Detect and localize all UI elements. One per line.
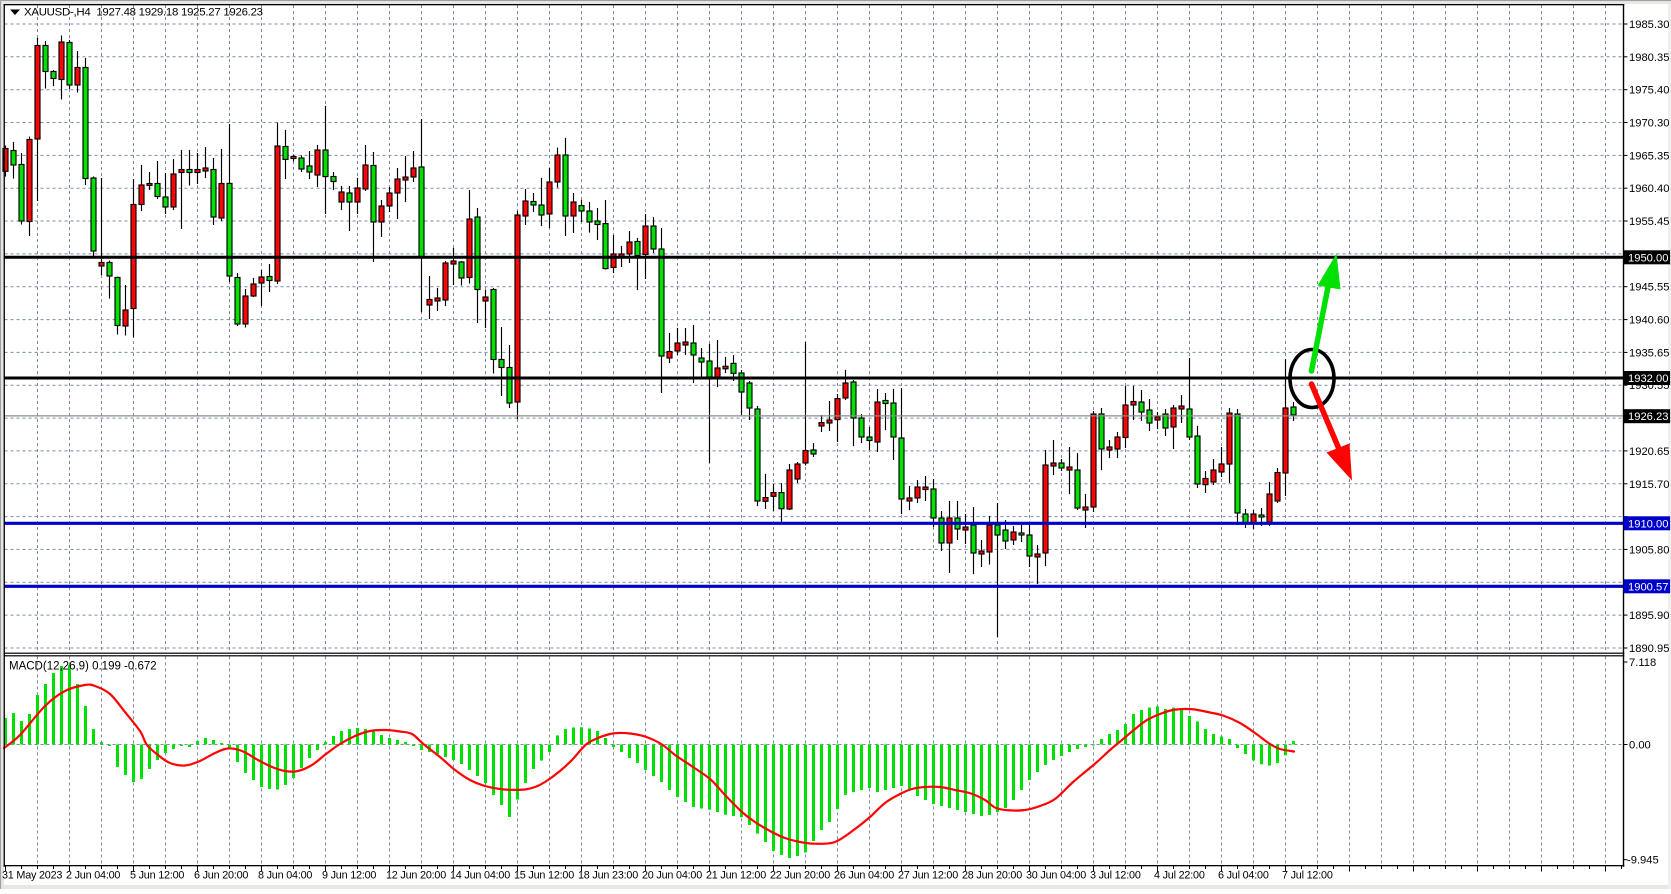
- svg-text:3 Jul 12:00: 3 Jul 12:00: [1090, 870, 1141, 882]
- svg-text:0.00: 0.00: [1629, 740, 1651, 752]
- svg-text:27 Jun 12:00: 27 Jun 12:00: [898, 870, 958, 882]
- svg-text:1960.40: 1960.40: [1629, 183, 1669, 195]
- svg-text:1980.35: 1980.35: [1629, 52, 1669, 64]
- svg-text:2 Jun 04:00: 2 Jun 04:00: [66, 870, 120, 882]
- svg-text:18 Jun 23:00: 18 Jun 23:00: [578, 870, 638, 882]
- svg-text:1970.30: 1970.30: [1629, 118, 1669, 130]
- svg-text:1915.70: 1915.70: [1629, 479, 1669, 491]
- svg-text:MACD(12,26,9) 0.199 -0.672: MACD(12,26,9) 0.199 -0.672: [9, 661, 157, 673]
- svg-text:26 Jun 04:00: 26 Jun 04:00: [834, 870, 894, 882]
- svg-text:9 Jun 12:00: 9 Jun 12:00: [322, 870, 376, 882]
- svg-text:30 Jun 04:00: 30 Jun 04:00: [1026, 870, 1086, 882]
- svg-text:1945.55: 1945.55: [1629, 282, 1669, 294]
- svg-text:1890.95: 1890.95: [1629, 643, 1669, 655]
- svg-text:XAUUSD-,H4 1927.48 1929.18 19: XAUUSD-,H4 1927.48 1929.18 1925.27 1926.…: [24, 7, 263, 19]
- svg-text:1926.23: 1926.23: [1628, 411, 1668, 423]
- svg-text:12 Jun 20:00: 12 Jun 20:00: [386, 870, 446, 882]
- svg-text:4 Jul 22:00: 4 Jul 22:00: [1154, 870, 1205, 882]
- svg-text:1895.90: 1895.90: [1629, 610, 1669, 622]
- svg-text:6 Jul 04:00: 6 Jul 04:00: [1218, 870, 1269, 882]
- svg-text:1910.00: 1910.00: [1628, 518, 1668, 530]
- svg-text:15 Jun 12:00: 15 Jun 12:00: [514, 870, 574, 882]
- svg-text:7 Jul 12:00: 7 Jul 12:00: [1282, 870, 1333, 882]
- svg-text:1950.00: 1950.00: [1628, 252, 1668, 264]
- svg-text:21 Jun 12:00: 21 Jun 12:00: [706, 870, 766, 882]
- svg-text:31 May 2023: 31 May 2023: [2, 870, 62, 882]
- svg-text:1975.40: 1975.40: [1629, 85, 1669, 97]
- svg-text:5 Jun 12:00: 5 Jun 12:00: [130, 870, 184, 882]
- svg-text:1932.00: 1932.00: [1628, 373, 1668, 385]
- svg-text:1920.65: 1920.65: [1629, 446, 1669, 458]
- svg-text:1965.35: 1965.35: [1629, 150, 1669, 162]
- svg-text:-9.945: -9.945: [1627, 855, 1659, 867]
- svg-text:28 Jun 20:00: 28 Jun 20:00: [962, 870, 1022, 882]
- svg-text:20 Jun 04:00: 20 Jun 04:00: [642, 870, 702, 882]
- svg-text:8 Jun 04:00: 8 Jun 04:00: [258, 870, 312, 882]
- svg-text:1985.30: 1985.30: [1629, 19, 1669, 31]
- svg-text:14 Jun 04:00: 14 Jun 04:00: [450, 870, 510, 882]
- svg-text:1900.57: 1900.57: [1628, 581, 1668, 593]
- svg-text:6 Jun 20:00: 6 Jun 20:00: [194, 870, 248, 882]
- svg-text:22 Jun 20:00: 22 Jun 20:00: [770, 870, 830, 882]
- svg-text:1955.45: 1955.45: [1629, 216, 1669, 228]
- svg-text:1905.80: 1905.80: [1629, 544, 1669, 556]
- svg-text:1935.65: 1935.65: [1629, 347, 1669, 359]
- svg-text:7.118: 7.118: [1629, 657, 1656, 669]
- svg-text:1940.60: 1940.60: [1629, 315, 1669, 327]
